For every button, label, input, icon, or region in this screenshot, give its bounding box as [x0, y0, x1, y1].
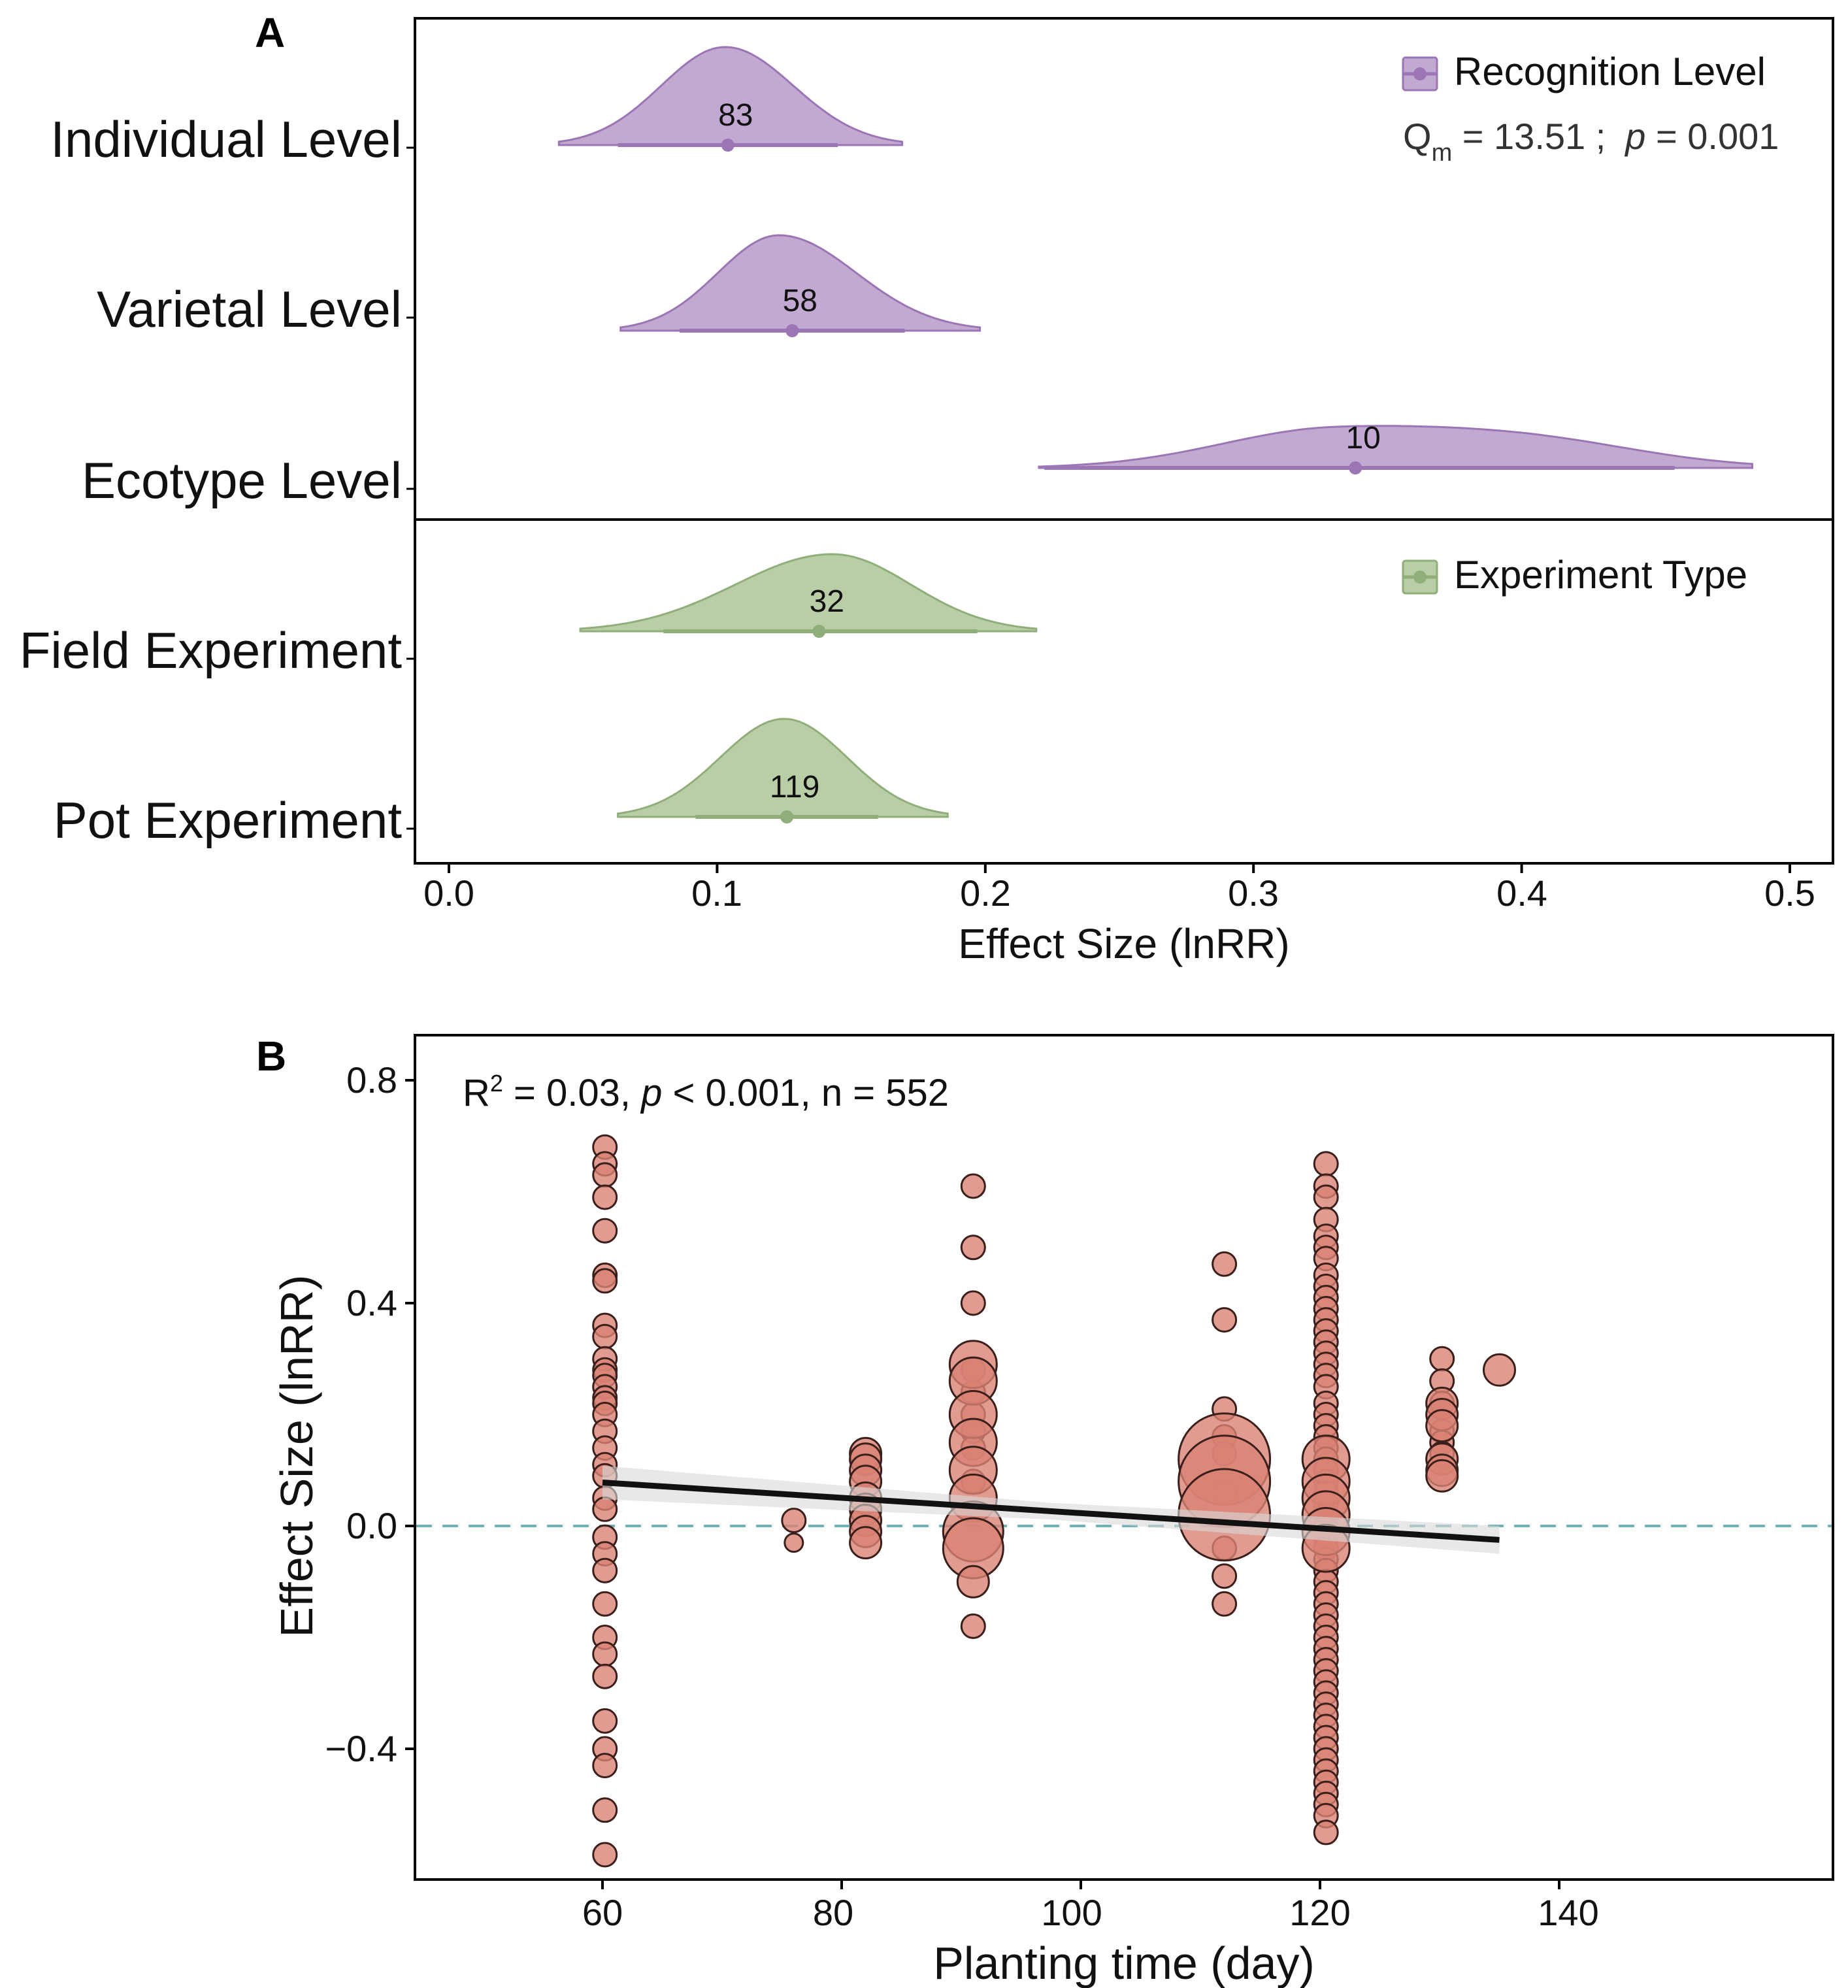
scatter-point [1313, 1184, 1339, 1210]
scatter-point [960, 1290, 986, 1316]
panel-b-frame [414, 1034, 1834, 1881]
scatter-point [960, 1234, 986, 1261]
scatter-layer [416, 1134, 1832, 1889]
scatter-point [1483, 1353, 1516, 1387]
y-axis-title-b: Effect Size (lnRR) [271, 1275, 322, 1638]
scatter-point [592, 1162, 618, 1188]
scatter-point [960, 1173, 986, 1199]
x-tick-label-b-3: 120 [1289, 1892, 1350, 1933]
mean-point-varietal-level [785, 324, 799, 337]
scatter-point [1212, 1591, 1238, 1617]
scatter-point [1429, 1346, 1455, 1372]
x-tick-label-a-4: 0.4 [1496, 872, 1547, 914]
panel-b-letter: B [256, 1033, 286, 1080]
legend-experiment: Experiment Type [1402, 553, 1747, 597]
panel-b: B 0.8 0.4 0.0 −0.4 60 80 100 120 140 Pla… [256, 1033, 1834, 1988]
y-tick-label-2: 0.0 [346, 1505, 397, 1546]
scatter-point [781, 1508, 807, 1533]
regression-line [602, 1480, 1500, 1543]
scatter-point [1212, 1251, 1238, 1277]
scatter-point [592, 1557, 618, 1583]
x-tick-label-a-3: 0.3 [1228, 872, 1279, 914]
scatter-point [592, 1184, 618, 1210]
ridges: 83 58 10 32 119 [406, 46, 1791, 873]
n-label-individual-level: 83 [718, 98, 753, 133]
scatter-point [960, 1613, 986, 1639]
y-tick-label-0: 0.8 [346, 1059, 397, 1101]
scatter-point [592, 1708, 618, 1734]
x-tick-label-b-2: 100 [1041, 1892, 1102, 1933]
x-tick-label-a-2: 0.2 [960, 872, 1011, 914]
legend-label-experiment: Experiment Type [1454, 553, 1747, 597]
scatter-point [956, 1565, 990, 1599]
x-axis-title-b: Planting time (day) [933, 1938, 1315, 1988]
scatter-point [1313, 1819, 1339, 1846]
panel-a: A 83 58 10 32 119 Individual Level Varietal … [20, 9, 1834, 967]
scatter-point [592, 1797, 618, 1823]
category-label-varietal: Varietal Level [97, 280, 402, 338]
category-label-ecotype: Ecotype Level [82, 452, 402, 509]
legend-swatch-point-recognition [1413, 67, 1427, 80]
n-label-field-experiment: 32 [810, 584, 844, 619]
density-pot-experiment [617, 718, 949, 818]
legend-label-recognition: Recognition Level [1454, 50, 1766, 93]
scatter-point [784, 1532, 804, 1553]
x-tick-label-b-1: 80 [813, 1892, 853, 1933]
mean-point-individual-level [721, 139, 734, 152]
stat-r2: R2 = 0.03, p < 0.001, n = 552 [463, 1070, 949, 1114]
stat-qm: Qm = 13.51 ; p = 0.001 [1403, 116, 1779, 167]
scatter-point [1425, 1459, 1459, 1493]
scatter-point [592, 1842, 618, 1868]
scatter-point [592, 1663, 618, 1689]
y-tick-label-1: 0.4 [346, 1282, 397, 1323]
n-label-ecotype-level: 10 [1345, 421, 1380, 456]
mean-point-field-experiment [812, 625, 826, 638]
category-label-individual: Individual Level [50, 110, 402, 168]
legend-recognition: Recognition Level [1402, 50, 1766, 93]
mean-point-pot-experiment [780, 810, 794, 823]
scatter-point [1212, 1563, 1238, 1589]
density-varietal-level [619, 234, 982, 332]
scatter-point [1212, 1307, 1238, 1333]
scatter-point [592, 1496, 618, 1522]
scatter-point [592, 1268, 618, 1294]
density-field-experiment [579, 553, 1038, 633]
scatter-point [592, 1323, 618, 1350]
scatter-point [1425, 1409, 1459, 1443]
mean-point-ecotype-level [1349, 461, 1362, 474]
legend-swatch-point-experiment [1413, 571, 1427, 584]
density-individual-level [557, 46, 904, 146]
panel-a-frame [414, 17, 1834, 865]
category-label-pot: Pot Experiment [54, 791, 403, 849]
scatter-point [849, 1526, 883, 1560]
n-label-varietal-level: 58 [783, 284, 817, 318]
panel-a-letter: A [255, 9, 285, 56]
category-label-field: Field Experiment [20, 621, 403, 679]
scatter-point [592, 1218, 618, 1244]
y-tick-label-3: −0.4 [325, 1728, 397, 1769]
scatter-point [592, 1641, 618, 1667]
x-tick-label-a-0: 0.0 [423, 872, 474, 914]
density-ecotype-level [1038, 425, 1753, 469]
scatter-point [1313, 1151, 1339, 1177]
n-label-pot-experiment: 119 [770, 770, 820, 804]
x-tick-label-a-1: 0.1 [691, 872, 742, 914]
scatter-point [592, 1591, 618, 1617]
x-axis-title-a: Effect Size (lnRR) [958, 920, 1289, 967]
x-tick-label-b-0: 60 [582, 1892, 623, 1933]
scatter-point [592, 1753, 618, 1779]
x-tick-label-a-5: 0.5 [1764, 872, 1815, 914]
x-tick-label-b-4: 140 [1538, 1892, 1598, 1933]
